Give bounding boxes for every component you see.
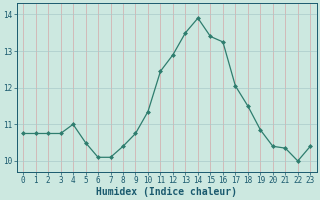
X-axis label: Humidex (Indice chaleur): Humidex (Indice chaleur)	[96, 186, 237, 197]
